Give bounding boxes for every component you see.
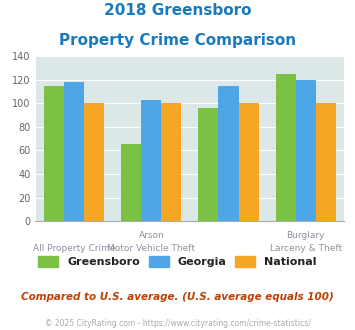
Text: Burglary: Burglary (286, 231, 325, 240)
Bar (84, 103, 104, 221)
Legend: Greensboro, Georgia, National: Greensboro, Georgia, National (34, 251, 321, 272)
Bar (64, 82, 84, 221)
Text: 2018 Greensboro: 2018 Greensboro (104, 3, 251, 18)
Bar (275, 74, 296, 221)
Text: Arson: Arson (138, 231, 164, 240)
Bar (162, 103, 181, 221)
Text: Compared to U.S. average. (U.S. average equals 100): Compared to U.S. average. (U.S. average … (21, 292, 334, 302)
Bar (198, 108, 218, 221)
Bar (141, 100, 162, 221)
Text: © 2025 CityRating.com - https://www.cityrating.com/crime-statistics/: © 2025 CityRating.com - https://www.city… (45, 319, 310, 328)
Text: Motor Vehicle Theft: Motor Vehicle Theft (107, 244, 195, 253)
Text: Property Crime Comparison: Property Crime Comparison (59, 33, 296, 48)
Text: Larceny & Theft: Larceny & Theft (270, 244, 342, 253)
Bar (296, 80, 316, 221)
Bar (239, 103, 259, 221)
Bar (44, 85, 64, 221)
Bar (218, 85, 239, 221)
Bar (121, 145, 141, 221)
Text: All Property Crime: All Property Crime (33, 244, 115, 253)
Bar (316, 103, 336, 221)
